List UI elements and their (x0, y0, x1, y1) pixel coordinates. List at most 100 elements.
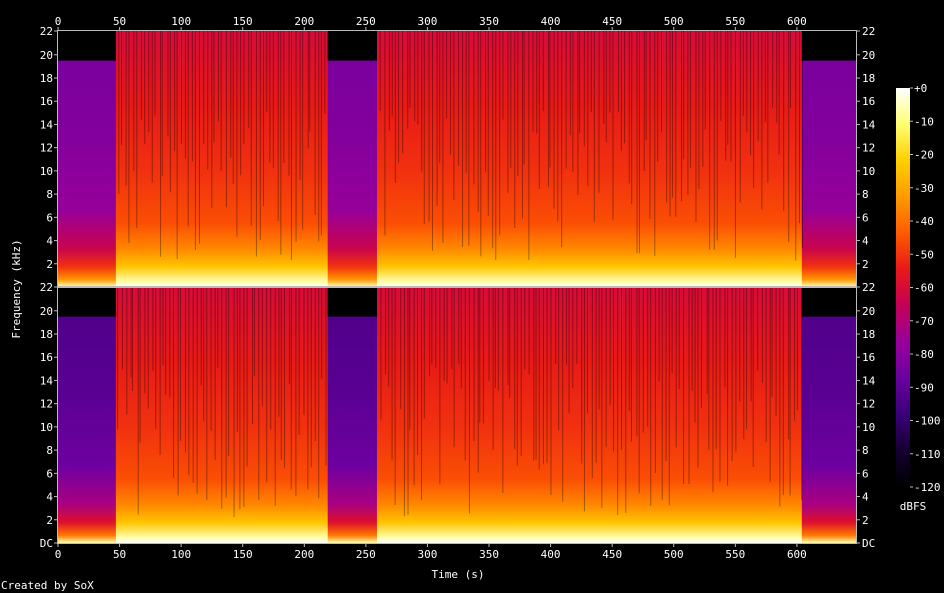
colorbar-tick-label: +0 (914, 82, 927, 95)
y-tick-label-left: DC (40, 537, 53, 550)
x-tick-label-top: 250 (356, 15, 376, 28)
colorbar-tick-label: -70 (914, 315, 934, 328)
x-tick-label-bottom: 250 (356, 548, 376, 561)
x-tick-label-top: 350 (479, 15, 499, 28)
y-tick-label-right: 18 (862, 72, 875, 85)
y-tick-label-right: 14 (862, 118, 876, 131)
y-tick-label-right: 10 (862, 165, 875, 178)
colorbar-label: dBFS (900, 500, 927, 513)
y-tick-label-right: 16 (862, 351, 875, 364)
y-tick-label-right: 12 (862, 398, 875, 411)
spectrogram-music-region (58, 287, 856, 543)
x-tick-label-top: 500 (664, 15, 684, 28)
colorbar-tick-label: -110 (914, 448, 941, 461)
quiet-segment-2 (327, 287, 377, 543)
x-tick-label-top: 0 (55, 15, 62, 28)
spectrogram-music-region (58, 31, 856, 287)
y-tick-label-right: 4 (862, 235, 869, 248)
x-tick-label-top: 400 (541, 15, 561, 28)
y-tick-label-right: 10 (862, 421, 875, 434)
y-tick-label-right: 6 (862, 467, 869, 480)
x-tick-label-bottom: 100 (171, 548, 191, 561)
y-tick-label-right: 6 (862, 211, 869, 224)
y-tick-label-left: 12 (40, 398, 53, 411)
y-tick-label-left: 6 (46, 467, 53, 480)
x-tick-label-top: 600 (787, 15, 807, 28)
y-tick-label-right: 20 (862, 305, 875, 318)
y-tick-label-left: 4 (46, 235, 53, 248)
credit-text: Created by SoX (1, 579, 94, 592)
y-tick-label-right: 2 (862, 514, 869, 527)
y-tick-label-left: 16 (40, 351, 53, 364)
colorbar-tick-label: -90 (914, 381, 934, 394)
spectral-texture (118, 31, 803, 261)
x-tick-label-top: 200 (294, 15, 314, 28)
colorbar (896, 88, 910, 487)
x-tick-label-bottom: 600 (787, 548, 807, 561)
cutoff-region (801, 287, 856, 317)
y-tick-label-right: 2 (862, 258, 869, 271)
colorbar-tick-label: -100 (914, 415, 941, 428)
quiet-segment-3 (801, 31, 856, 287)
x-tick-label-bottom: 350 (479, 548, 499, 561)
spectral-texture (117, 287, 803, 518)
cutoff-region (327, 287, 377, 317)
x-tick-label-bottom: 500 (664, 548, 684, 561)
colorbar-tick-label: -20 (914, 149, 934, 162)
x-tick-label-bottom: 450 (602, 548, 622, 561)
y-tick-label-left: 10 (40, 165, 53, 178)
x-tick-label-top: 50 (113, 15, 126, 28)
colorbar-tick-label: -120 (914, 481, 941, 494)
y-tick-label-left: 18 (40, 328, 53, 341)
channel-2-spectrogram (58, 287, 856, 543)
quiet-segment-1 (58, 31, 116, 287)
y-axis-label: Frequency (kHz) (10, 239, 23, 338)
y-tick-label-left: 14 (40, 374, 54, 387)
x-tick-label-top: 450 (602, 15, 622, 28)
y-tick-label-left: 20 (40, 49, 53, 62)
quiet-segment-3 (801, 287, 856, 543)
y-tick-label-left: 12 (40, 142, 53, 155)
y-tick-label-right: 22 (862, 25, 875, 38)
quiet-segment-2 (327, 31, 377, 287)
y-tick-label-left: 8 (46, 188, 53, 201)
colorbar-tick-label: -10 (914, 115, 934, 128)
cutoff-region (58, 31, 116, 61)
y-tick-label-left: 14 (40, 118, 54, 131)
y-tick-label-right: 4 (862, 491, 869, 504)
y-tick-label-right: 20 (862, 49, 875, 62)
colorbar-tick-label: -60 (914, 282, 934, 295)
colorbar-tick-label: -80 (914, 348, 934, 361)
y-tick-label-right: DC (862, 537, 875, 550)
cutoff-region (801, 31, 856, 61)
x-tick-label-top: 300 (418, 15, 438, 28)
y-tick-label-right: 14 (862, 374, 876, 387)
y-tick-label-left: 10 (40, 421, 53, 434)
x-tick-label-bottom: 400 (541, 548, 561, 561)
x-tick-label-top: 150 (233, 15, 253, 28)
y-tick-label-right: 22 (862, 281, 875, 294)
channel-2-frame (57, 286, 857, 544)
y-tick-label-left: 18 (40, 72, 53, 85)
y-tick-label-right: 12 (862, 142, 875, 155)
x-tick-label-top: 100 (171, 15, 191, 28)
colorbar-tick-label: -40 (914, 215, 934, 228)
y-tick-label-right: 18 (862, 328, 875, 341)
quiet-segment-1 (58, 287, 116, 543)
x-tick-label-bottom: 200 (294, 548, 314, 561)
x-tick-label-bottom: 550 (725, 548, 745, 561)
cutoff-region (58, 287, 116, 317)
y-tick-label-left: 2 (46, 258, 53, 271)
y-tick-label-left: 22 (40, 25, 53, 38)
channel-1-frame (57, 30, 857, 288)
colorbar-tick-label: -30 (914, 182, 934, 195)
channel-1-spectrogram (58, 31, 856, 287)
y-tick-label-right: 16 (862, 95, 875, 108)
y-tick-label-right: 8 (862, 188, 869, 201)
y-tick-label-left: 4 (46, 491, 53, 504)
x-tick-label-top: 550 (725, 15, 745, 28)
y-tick-label-left: 2 (46, 514, 53, 527)
y-tick-label-left: 8 (46, 444, 53, 457)
